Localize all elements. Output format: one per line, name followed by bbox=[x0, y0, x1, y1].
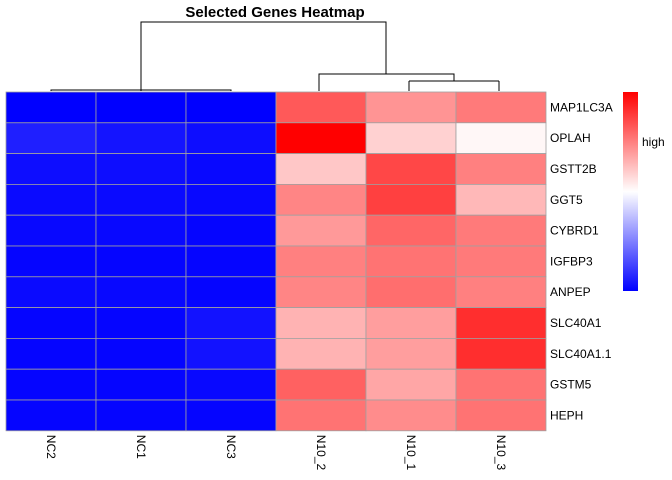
heatmap-cell bbox=[185, 91, 277, 124]
heatmap-cell bbox=[275, 122, 367, 155]
column-label: N10_2 bbox=[314, 435, 328, 471]
heatmap-cell bbox=[455, 122, 547, 155]
heatmap-cell bbox=[365, 183, 457, 216]
dendrogram-branch bbox=[408, 80, 500, 91]
chart-title: Selected Genes Heatmap bbox=[185, 4, 364, 21]
heatmap-cell bbox=[455, 399, 547, 432]
heatmap-cell bbox=[365, 153, 457, 185]
row-label: GGT5 bbox=[550, 193, 583, 207]
heatmap-cell bbox=[455, 307, 547, 339]
heatmap-cell bbox=[275, 153, 367, 185]
column-label: N10_3 bbox=[494, 435, 508, 471]
heatmap-cell bbox=[185, 245, 277, 278]
heatmap-cell bbox=[365, 122, 457, 155]
heatmap-cell bbox=[455, 368, 547, 401]
heatmap-cell bbox=[95, 399, 187, 432]
heatmap-cell bbox=[95, 122, 187, 155]
heatmap-cell bbox=[95, 307, 187, 339]
heatmap-cell bbox=[365, 245, 457, 278]
row-label: MAP1LC3A bbox=[550, 100, 613, 114]
heatmap-cell bbox=[5, 399, 97, 432]
heatmap-cell bbox=[5, 337, 97, 370]
column-dendrogram bbox=[50, 21, 500, 91]
row-label: SLC40A1.1 bbox=[550, 347, 612, 361]
heatmap-cell bbox=[365, 276, 457, 308]
heatmap-cell bbox=[95, 245, 187, 278]
heatmap-cell bbox=[275, 91, 367, 124]
color-legend: high bbox=[623, 92, 665, 291]
row-label: SLC40A1 bbox=[550, 316, 602, 330]
heatmap-cell bbox=[365, 214, 457, 247]
heatmap-cell bbox=[365, 368, 457, 401]
heatmap-cell bbox=[5, 245, 97, 278]
heatmap-cell bbox=[365, 399, 457, 432]
row-label: OPLAH bbox=[550, 131, 591, 145]
heatmap-cell bbox=[95, 337, 187, 370]
row-label: GSTM5 bbox=[550, 378, 592, 392]
legend-color-bar bbox=[623, 92, 638, 291]
heatmap-cell bbox=[185, 276, 277, 308]
heatmap-cell bbox=[5, 214, 97, 247]
heatmap-cell bbox=[5, 368, 97, 401]
row-labels: MAP1LC3A OPLAH GSTT2B GGT5 CYBRD1 IGFBP3 ANPEP… bbox=[550, 100, 613, 422]
legend-label: high bbox=[642, 135, 665, 149]
heatmap-cell bbox=[455, 91, 547, 124]
column-labels: NC2 NC1 NC3 N10_2 N10_1 N10_3 bbox=[44, 435, 508, 471]
heatmap-cell bbox=[95, 153, 187, 185]
column-label: N10_1 bbox=[404, 435, 418, 471]
row-label: ANPEP bbox=[550, 285, 591, 299]
heatmap-cell bbox=[455, 276, 547, 308]
heatmap-cell bbox=[455, 245, 547, 278]
heatmap-cell bbox=[95, 368, 187, 401]
heatmap-cell bbox=[5, 153, 97, 185]
heatmap-cell bbox=[95, 91, 187, 124]
heatmap-cell bbox=[275, 307, 367, 339]
column-label: NC2 bbox=[44, 435, 58, 459]
heatmap-cell bbox=[365, 91, 457, 124]
heatmap-cell bbox=[95, 276, 187, 308]
heatmap-cell bbox=[275, 245, 367, 278]
heatmap-cell bbox=[185, 337, 277, 370]
row-label: CYBRD1 bbox=[550, 224, 599, 238]
heatmap-cell bbox=[185, 153, 277, 185]
heatmap-cell bbox=[275, 276, 367, 308]
heatmap-cell bbox=[5, 91, 97, 124]
column-label: NC3 bbox=[224, 435, 238, 459]
heatmap-cell bbox=[185, 307, 277, 339]
row-label: HEPH bbox=[550, 408, 583, 422]
heatmap-cell bbox=[455, 337, 547, 370]
heatmap-cell bbox=[5, 183, 97, 216]
dendrogram-branch bbox=[140, 21, 387, 90]
heatmap-cell bbox=[185, 183, 277, 216]
heatmap-cell bbox=[185, 214, 277, 247]
heatmap-cell bbox=[275, 368, 367, 401]
heatmap-cell bbox=[455, 153, 547, 185]
heatmap-cell bbox=[365, 307, 457, 339]
heatmap-cell bbox=[5, 122, 97, 155]
heatmap-cell bbox=[275, 399, 367, 432]
heatmap-cell bbox=[455, 183, 547, 216]
heatmap-cell bbox=[275, 337, 367, 370]
heatmap-cell bbox=[275, 183, 367, 216]
heatmap-cell bbox=[185, 368, 277, 401]
row-label: GSTT2B bbox=[550, 162, 597, 176]
heatmap-cell bbox=[5, 276, 97, 308]
row-label: IGFBP3 bbox=[550, 254, 593, 268]
heatmap-cell bbox=[95, 183, 187, 216]
heatmap-cell bbox=[365, 337, 457, 370]
dendrogram-branch bbox=[318, 73, 455, 91]
heatmap-cell bbox=[455, 214, 547, 247]
heatmap-cell bbox=[5, 307, 97, 339]
heatmap-cells bbox=[5, 91, 547, 432]
heatmap-cell bbox=[95, 214, 187, 247]
column-label: NC1 bbox=[134, 435, 148, 459]
heatmap-cell bbox=[275, 214, 367, 247]
heatmap-cell bbox=[185, 122, 277, 155]
heatmap-cell bbox=[185, 399, 277, 432]
